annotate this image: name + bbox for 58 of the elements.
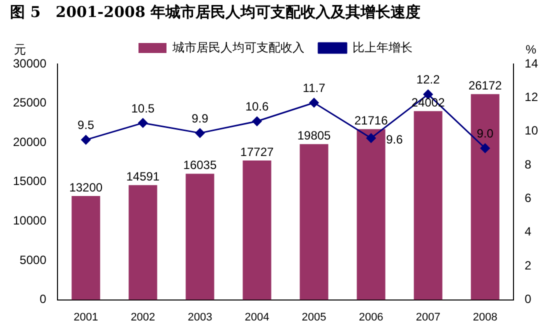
legend-label: 比上年增长	[352, 40, 412, 54]
bar	[414, 111, 442, 300]
point	[366, 133, 376, 143]
point	[309, 98, 319, 108]
data-label: 12.2	[416, 72, 440, 87]
y2-tick-label: 8	[524, 157, 532, 172]
point	[81, 135, 91, 145]
x-tick-label: 2005	[302, 311, 326, 324]
x-tick-label: 2002	[130, 311, 156, 324]
y-tick-label: 10000	[12, 214, 47, 228]
data-label: 9.5	[78, 118, 95, 132]
data-label: 9.6	[386, 132, 404, 146]
bar	[470, 94, 500, 300]
y-tick-label: 30000	[12, 56, 47, 70]
x-tick-label: 2003	[188, 311, 212, 324]
y-tick-label: 15000	[12, 174, 47, 188]
data-label: 10.5	[131, 101, 155, 116]
bar	[186, 174, 214, 300]
data-label: 17727	[240, 144, 274, 159]
data-label: 11.7	[302, 81, 326, 96]
y2-tick-label: 6	[524, 191, 532, 206]
data-label: 9.0	[476, 126, 494, 141]
data-label: 10.6	[245, 100, 269, 114]
point	[138, 118, 148, 128]
data-label: 19805	[297, 128, 332, 142]
bar	[128, 185, 158, 300]
data-label: 16035	[183, 158, 217, 172]
y-axis-title: 元	[14, 42, 26, 56]
x-tick-label: 2008	[472, 311, 498, 324]
y2-tick-label: 14	[524, 56, 538, 70]
data-label: 21716	[354, 113, 388, 128]
data-label: 26172	[468, 78, 502, 92]
bar	[356, 129, 386, 300]
y-tick-label: 5000	[20, 252, 47, 267]
point	[480, 143, 490, 153]
y2-tick-label: 10	[524, 124, 538, 138]
y2-tick-label: 0	[524, 292, 532, 306]
chart-title: 图 5 2001-2008 年城市居民人均可支配收入及其增长速度	[10, 2, 421, 21]
data-label: 13200	[69, 180, 103, 194]
x-tick-label: 2006	[358, 311, 384, 324]
y-tick-label: 20000	[12, 134, 47, 149]
data-label: 9.9	[192, 111, 209, 126]
point	[195, 128, 205, 138]
x-tick-label: 2004	[244, 311, 270, 324]
y-tick-label: 25000	[12, 96, 47, 110]
legend-label: 城市居民人均可支配收入	[172, 40, 304, 54]
bar	[300, 144, 328, 300]
bar	[242, 160, 272, 300]
y2-axis-title: %	[526, 42, 537, 56]
y2-tick-label: 4	[524, 224, 532, 239]
bar	[72, 196, 100, 300]
x-tick-label: 2007	[416, 311, 440, 324]
point	[252, 116, 262, 126]
y2-tick-label: 12	[524, 90, 538, 104]
y-tick-label: 0	[40, 292, 47, 306]
data-label: 14591	[126, 169, 160, 184]
y2-tick-label: 2	[524, 258, 532, 272]
x-tick-label: 2001	[74, 311, 98, 324]
